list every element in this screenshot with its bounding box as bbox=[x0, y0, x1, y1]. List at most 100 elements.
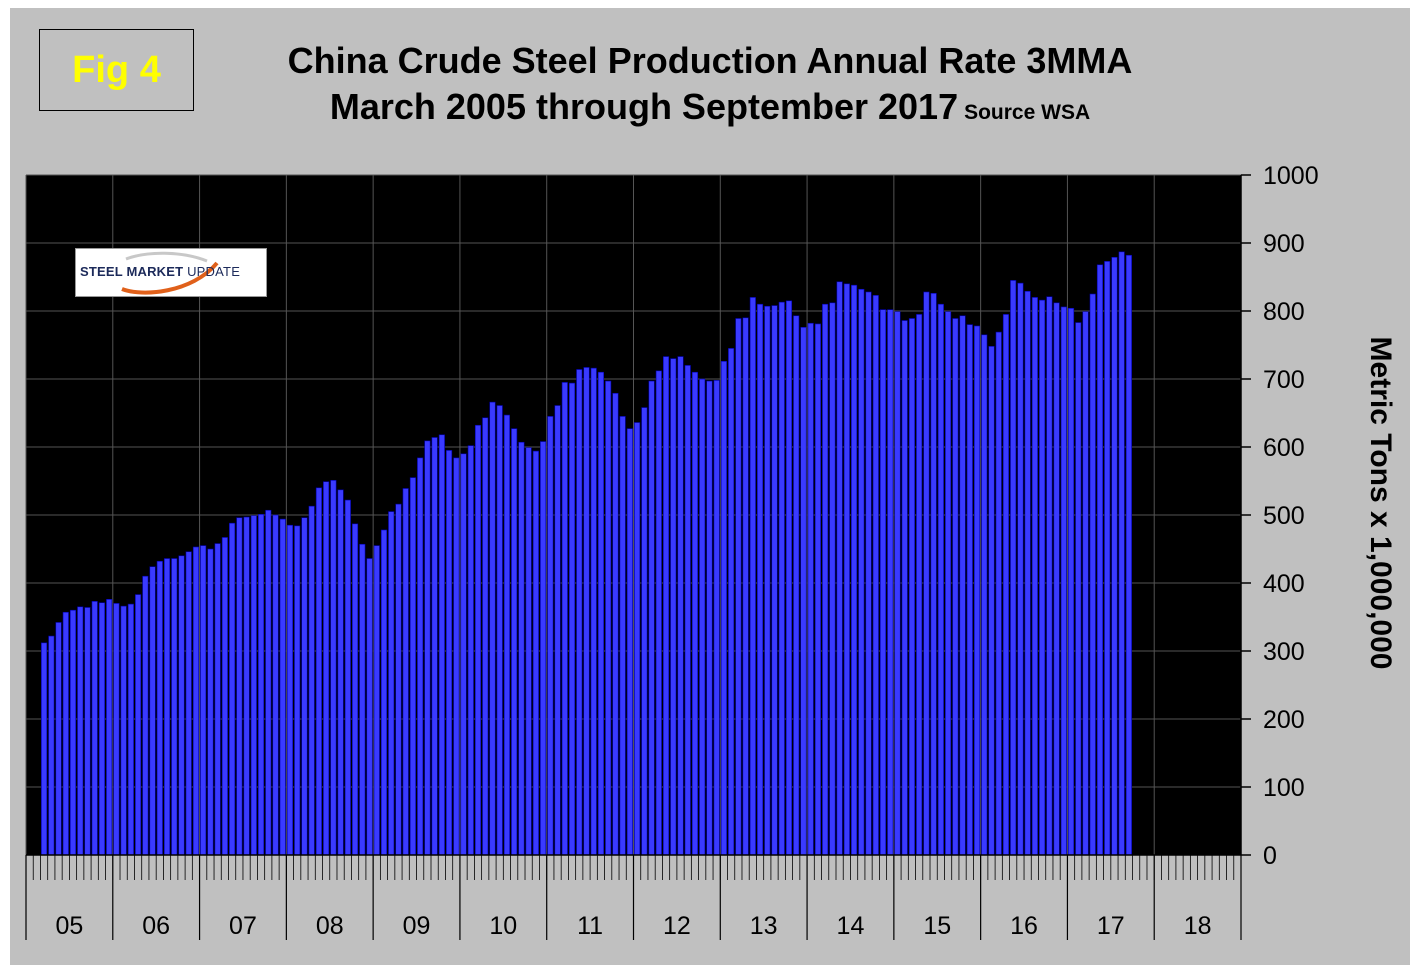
bar bbox=[822, 303, 829, 856]
bar bbox=[793, 315, 800, 856]
bar bbox=[677, 356, 684, 856]
bar bbox=[250, 515, 257, 856]
bar bbox=[561, 382, 568, 856]
bar bbox=[814, 323, 821, 856]
bar bbox=[995, 331, 1002, 856]
bar bbox=[192, 546, 200, 856]
bar bbox=[236, 517, 243, 856]
source-note: Source WSA bbox=[964, 101, 1091, 124]
bar bbox=[315, 487, 322, 856]
bar bbox=[1125, 254, 1132, 856]
bar bbox=[742, 317, 749, 856]
bar bbox=[568, 382, 576, 856]
bar bbox=[113, 603, 120, 856]
bar bbox=[229, 522, 236, 856]
bar bbox=[583, 367, 590, 856]
bar bbox=[380, 529, 388, 856]
bar bbox=[308, 505, 315, 856]
logo-text-light: UPDATE bbox=[187, 264, 241, 279]
bar bbox=[757, 303, 764, 856]
x-tick-label: 16 bbox=[1010, 912, 1038, 940]
bar bbox=[807, 322, 814, 856]
logo-swoosh-icon bbox=[121, 251, 219, 295]
y-tick-label: 800 bbox=[1263, 298, 1305, 326]
bar bbox=[945, 311, 952, 856]
bar bbox=[518, 441, 525, 856]
bar bbox=[257, 514, 265, 856]
x-tick-label: 07 bbox=[229, 912, 257, 940]
bar bbox=[424, 440, 431, 856]
bar bbox=[836, 281, 843, 856]
y-axis-label: Metric Tons x 1,000,000 bbox=[1364, 336, 1397, 670]
bar bbox=[279, 518, 286, 856]
bar bbox=[446, 450, 453, 856]
bar bbox=[735, 318, 742, 856]
x-tick-label: 10 bbox=[489, 912, 517, 940]
y-tick-label: 200 bbox=[1263, 706, 1305, 734]
bar bbox=[120, 605, 127, 856]
bar bbox=[597, 371, 605, 856]
bar bbox=[858, 288, 865, 856]
x-tick-label: 15 bbox=[923, 912, 951, 940]
bar bbox=[590, 367, 597, 856]
bar bbox=[1096, 264, 1104, 856]
bar bbox=[344, 499, 351, 856]
bar bbox=[1031, 297, 1038, 856]
bar bbox=[135, 594, 142, 856]
bar bbox=[1024, 290, 1031, 856]
bar bbox=[98, 602, 105, 856]
x-tick-label: 13 bbox=[750, 912, 778, 940]
x-tick-label: 06 bbox=[142, 912, 170, 940]
bar bbox=[525, 447, 532, 856]
bar bbox=[127, 603, 134, 856]
bar bbox=[55, 622, 62, 856]
bar bbox=[149, 566, 156, 856]
bar bbox=[547, 416, 554, 856]
bar bbox=[1118, 251, 1125, 856]
bar bbox=[214, 543, 221, 856]
bar bbox=[785, 300, 793, 856]
bar bbox=[467, 445, 474, 856]
bar bbox=[930, 293, 937, 856]
bar bbox=[988, 346, 995, 856]
bar bbox=[1053, 302, 1060, 856]
logo-text-bold: STEEL MARKET bbox=[80, 264, 184, 279]
bar bbox=[388, 511, 395, 856]
bar bbox=[243, 516, 250, 856]
bar bbox=[540, 441, 547, 856]
bar bbox=[662, 356, 670, 856]
bar bbox=[1039, 299, 1046, 856]
bar bbox=[872, 295, 879, 856]
x-tick-label: 12 bbox=[663, 912, 691, 940]
bar bbox=[221, 537, 228, 856]
bar bbox=[474, 424, 482, 856]
bar bbox=[605, 380, 612, 856]
bar bbox=[77, 606, 84, 856]
figure-badge: Fig 4 bbox=[39, 29, 194, 111]
bar bbox=[670, 358, 677, 856]
bar bbox=[966, 324, 973, 856]
y-tick-label: 100 bbox=[1263, 774, 1305, 802]
bar bbox=[511, 428, 518, 856]
bar bbox=[409, 477, 416, 856]
x-tick-label: 17 bbox=[1097, 912, 1125, 940]
bar bbox=[800, 327, 807, 856]
bar bbox=[1067, 307, 1075, 856]
bar bbox=[323, 481, 330, 856]
bar bbox=[959, 315, 966, 856]
y-tick-label: 500 bbox=[1263, 502, 1305, 530]
bar bbox=[352, 523, 359, 856]
x-tick-label: 14 bbox=[837, 912, 865, 940]
bar bbox=[41, 642, 48, 856]
bar bbox=[503, 414, 510, 856]
bar bbox=[937, 303, 944, 856]
bar bbox=[294, 525, 301, 856]
bar bbox=[106, 599, 113, 856]
bar bbox=[634, 422, 641, 856]
bar bbox=[1111, 256, 1118, 856]
bar bbox=[265, 509, 272, 856]
bar bbox=[728, 348, 735, 856]
bar bbox=[771, 305, 778, 856]
bar bbox=[1017, 282, 1024, 856]
bar bbox=[402, 488, 409, 856]
